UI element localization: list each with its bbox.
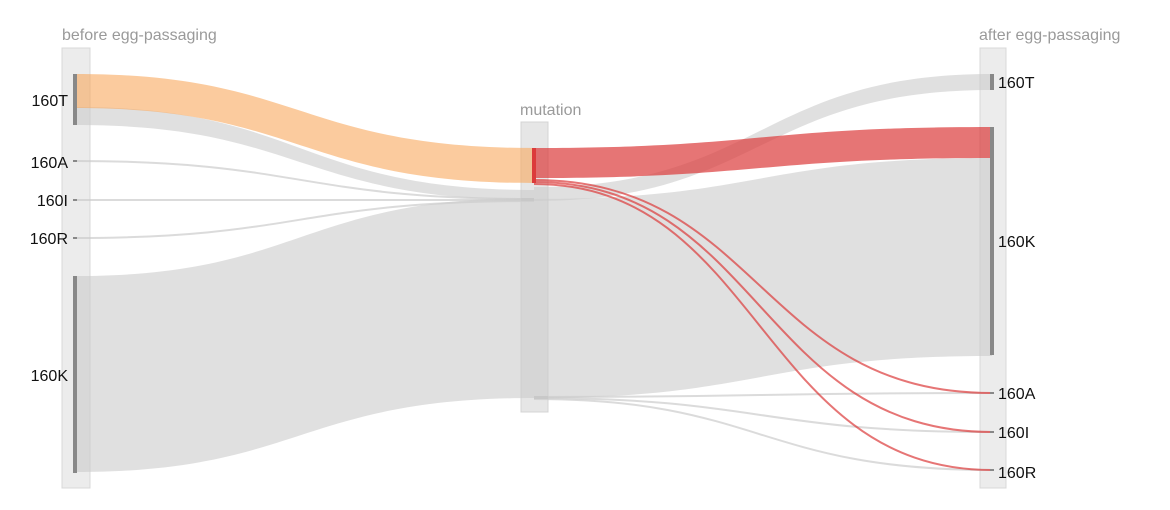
mutation-column-title: mutation — [520, 102, 581, 119]
flow-mutation-to-160I[interactable] — [533, 181, 993, 433]
flow-mutation-to-160I-neutral[interactable] — [533, 397, 993, 433]
flow-160T-mutated[interactable] — [76, 74, 534, 183]
node-bar-before-160T[interactable] — [73, 74, 77, 125]
node-bar-after-160T[interactable] — [990, 74, 994, 90]
node-bar-before-160I[interactable] — [73, 199, 77, 201]
before-column-title: before egg-passaging — [62, 27, 217, 44]
flow-mutation-to-160K-mutated[interactable] — [534, 127, 992, 178]
after-column-title: after egg-passaging — [979, 27, 1120, 44]
flow-mutation-to-160K[interactable] — [534, 158, 992, 398]
before-label-160K: 160K — [31, 368, 69, 385]
node-bar-mutation-160K — [534, 396, 548, 399]
node-bar-before-160R[interactable] — [73, 237, 77, 239]
mutation-node-bars — [521, 148, 548, 399]
flow-mutation-to-160R[interactable] — [533, 183, 993, 471]
flow-160T-nonmutated[interactable] — [76, 107, 534, 200]
before-label-160I: 160I — [37, 193, 68, 210]
node-bar-mutation-160I — [521, 198, 534, 201]
node-bar-after-160A[interactable] — [990, 392, 994, 394]
flow-160A-to-mutation[interactable] — [75, 160, 535, 200]
flow-mutation-to-160R-neutral[interactable] — [533, 398, 993, 471]
before-label-160R: 160R — [30, 231, 68, 248]
flow-mutation-to-160A[interactable] — [533, 179, 993, 394]
flow-mutation-to-160A-neutral[interactable] — [533, 392, 993, 398]
flows-mutation-to-after — [533, 74, 993, 471]
node-bar-after-160R[interactable] — [990, 469, 994, 471]
flow-160R-to-mutation[interactable] — [75, 200, 535, 239]
after-label-160A: 160A — [998, 386, 1036, 403]
after-label-160I: 160I — [998, 425, 1029, 442]
flows-before-to-mutation — [75, 74, 535, 472]
node-bar-after-160K[interactable] — [990, 127, 994, 355]
after-label-160K: 160K — [998, 234, 1036, 251]
before-node-bars — [73, 74, 77, 473]
after-label-160T: 160T — [998, 75, 1035, 92]
flow-160K-to-mutation[interactable] — [76, 198, 534, 472]
node-bar-after-160I[interactable] — [990, 431, 994, 433]
node-bar-before-160A[interactable] — [73, 160, 77, 162]
before-label-160T: 160T — [32, 93, 69, 110]
after-node-bars — [990, 74, 994, 471]
node-bar-before-160K[interactable] — [73, 276, 77, 473]
after-label-160R: 160R — [998, 465, 1036, 482]
before-label-160A: 160A — [31, 155, 69, 172]
node-bar-mutation-mutated[interactable] — [532, 148, 536, 183]
